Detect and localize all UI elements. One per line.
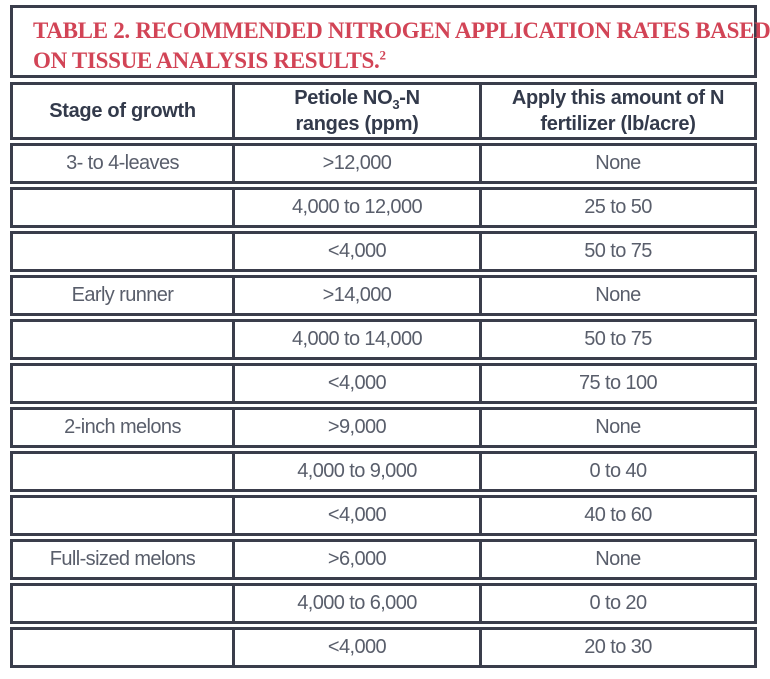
rate-cell: None <box>479 278 754 313</box>
range-cell: 4,000 to 9,000 <box>232 454 479 489</box>
stage-cell: 3- to 4-leaves <box>66 152 179 174</box>
header-petiole-ranges: Petiole NO3-N ranges (ppm) <box>232 85 479 137</box>
stage-cell <box>13 234 232 269</box>
rate-cell: 50 to 75 <box>479 322 754 357</box>
table-row-10: Full-sized melons >6,000 None <box>10 539 757 580</box>
rate-cell: 75 to 100 <box>479 366 754 401</box>
footnote-reference: 2 <box>379 47 386 63</box>
rate-cell: None <box>479 146 754 181</box>
stage-cell: 2-inch melons <box>64 416 181 438</box>
table-title-box: TABLE 2. RECOMMENDED NITROGEN APPLICATIO… <box>10 5 770 78</box>
stage-cell <box>13 366 232 401</box>
table-row-8: 4,000 to 9,000 0 to 40 <box>10 451 757 492</box>
range-cell: 4,000 to 6,000 <box>232 586 479 621</box>
header-petiole-line1: Petiole NO3-N <box>294 85 420 111</box>
table-row-11: 4,000 to 6,000 0 to 20 <box>10 583 757 624</box>
range-cell: 4,000 to 12,000 <box>232 190 479 225</box>
range-cell: <4,000 <box>232 234 479 269</box>
rate-cell: 0 to 40 <box>479 454 754 489</box>
header-apply-line1: Apply this amount of N <box>511 87 725 109</box>
stage-cell: Full-sized melons <box>49 548 196 570</box>
table-title-text-2: ON TISSUE ANALYSIS RESULTS. <box>33 48 380 73</box>
header-apply-fertilizer: Apply this amount of N fertilizer (lb/ac… <box>479 85 754 137</box>
header-stage-of-growth: Stage of growth <box>13 85 232 137</box>
table-header-row: Stage of growth Petiole NO3-N ranges (pp… <box>10 82 757 140</box>
rate-cell: 0 to 20 <box>479 586 754 621</box>
header-petiole-suffix: -N <box>399 87 420 109</box>
rate-cell: None <box>479 410 754 445</box>
table-title-line2: ON TISSUE ANALYSIS RESULTS.2 <box>33 46 744 76</box>
range-cell: >12,000 <box>232 146 479 181</box>
stage-cell <box>13 586 232 621</box>
rate-cell: 40 to 60 <box>479 498 754 533</box>
header-stage-label: Stage of growth <box>49 100 196 122</box>
stage-cell <box>13 454 232 489</box>
table-row-3: <4,000 50 to 75 <box>10 231 757 272</box>
rate-cell: 25 to 50 <box>479 190 754 225</box>
range-cell: <4,000 <box>232 498 479 533</box>
range-cell: <4,000 <box>232 630 479 665</box>
stage-cell <box>13 498 232 533</box>
header-petiole-prefix: Petiole NO <box>294 87 393 109</box>
rate-cell: 50 to 75 <box>479 234 754 269</box>
table-row-7: 2-inch melons >9,000 None <box>10 407 757 448</box>
table-row-2: 4,000 to 12,000 25 to 50 <box>10 187 757 228</box>
table-title-text-1: TABLE 2. RECOMMENDED NITROGEN APPLICATIO… <box>33 18 770 43</box>
range-cell: >9,000 <box>232 410 479 445</box>
header-petiole-line2: ranges (ppm) <box>295 113 419 135</box>
table-row-6: <4,000 75 to 100 <box>10 363 757 404</box>
range-cell: >6,000 <box>232 542 479 577</box>
table-row-1: 3- to 4-leaves >12,000 None <box>10 143 757 184</box>
table-title-line1: TABLE 2. RECOMMENDED NITROGEN APPLICATIO… <box>33 16 770 46</box>
stage-cell: Early runner <box>71 284 174 306</box>
range-cell: <4,000 <box>232 366 479 401</box>
stage-cell <box>13 322 232 357</box>
table-row-9: <4,000 40 to 60 <box>10 495 757 536</box>
rate-cell: 20 to 30 <box>479 630 754 665</box>
header-petiole-subscript: 3 <box>392 97 400 112</box>
table-row-5: 4,000 to 14,000 50 to 75 <box>10 319 757 360</box>
stage-cell <box>13 630 232 665</box>
table-row-12: <4,000 20 to 30 <box>10 627 757 668</box>
stage-cell <box>13 190 232 225</box>
rate-cell: None <box>479 542 754 577</box>
range-cell: >14,000 <box>232 278 479 313</box>
header-apply-line2: fertilizer (lb/acre) <box>540 113 696 135</box>
table-row-4: Early runner >14,000 None <box>10 275 757 316</box>
range-cell: 4,000 to 14,000 <box>232 322 479 357</box>
